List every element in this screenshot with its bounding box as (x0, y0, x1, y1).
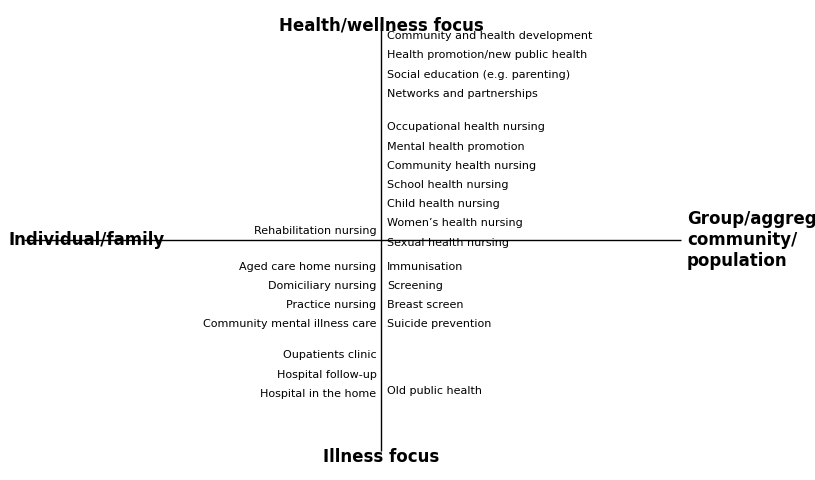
Text: Social education (e.g. parenting): Social education (e.g. parenting) (387, 70, 570, 80)
Text: Domiciliary nursing: Domiciliary nursing (268, 281, 377, 291)
Text: Women’s health nursing: Women’s health nursing (387, 218, 523, 228)
Text: Individual/family: Individual/family (8, 231, 165, 249)
Text: Mental health promotion: Mental health promotion (387, 142, 525, 152)
Text: Suicide prevention: Suicide prevention (387, 319, 491, 329)
Text: Aged care home nursing: Aged care home nursing (240, 262, 377, 272)
Text: Health promotion/new public health: Health promotion/new public health (387, 50, 588, 60)
Text: Breast screen: Breast screen (387, 300, 464, 310)
Text: Immunisation: Immunisation (387, 262, 464, 272)
Text: Occupational health nursing: Occupational health nursing (387, 122, 545, 132)
Text: Illness focus: Illness focus (324, 447, 439, 466)
Text: Oupatients clinic: Oupatients clinic (283, 350, 377, 360)
Text: Screening: Screening (387, 281, 443, 291)
Text: Community mental illness care: Community mental illness care (203, 319, 377, 329)
Text: Networks and partnerships: Networks and partnerships (387, 89, 538, 99)
Text: Practice nursing: Practice nursing (286, 300, 377, 310)
Text: Group/aggregate/
community/
population: Group/aggregate/ community/ population (687, 210, 815, 270)
Text: Child health nursing: Child health nursing (387, 199, 500, 209)
Text: Hospital in the home: Hospital in the home (261, 389, 377, 399)
Text: Community and health development: Community and health development (387, 31, 593, 41)
Text: Sexual health nursing: Sexual health nursing (387, 238, 509, 248)
Text: School health nursing: School health nursing (387, 180, 509, 190)
Text: Old public health: Old public health (387, 386, 482, 396)
Text: Rehabilitation nursing: Rehabilitation nursing (254, 226, 377, 236)
Text: Hospital follow-up: Hospital follow-up (276, 370, 377, 380)
Text: Community health nursing: Community health nursing (387, 161, 536, 171)
Text: Health/wellness focus: Health/wellness focus (279, 17, 484, 35)
